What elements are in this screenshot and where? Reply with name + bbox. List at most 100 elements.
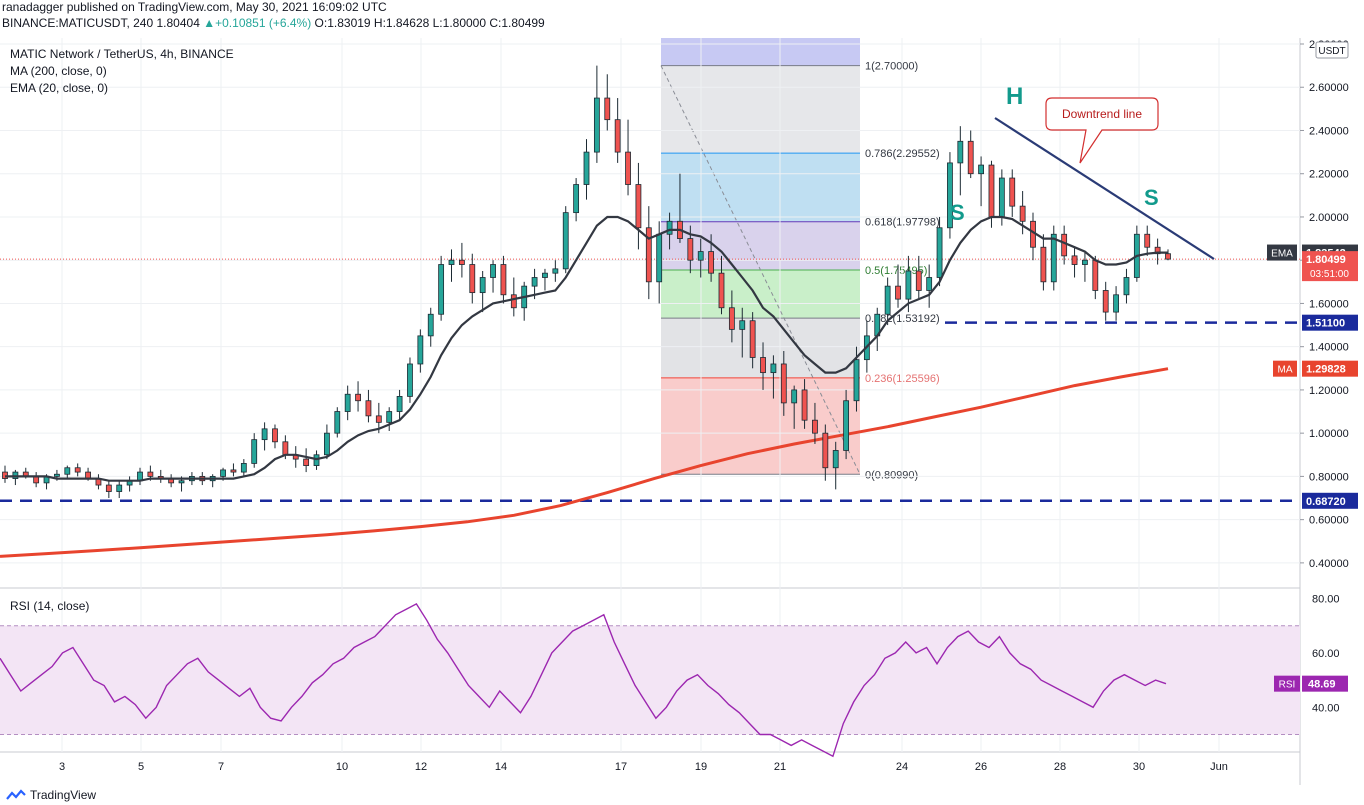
candle-body <box>770 363 777 374</box>
fib-band <box>661 377 860 475</box>
candle <box>105 480 112 499</box>
candle-body <box>656 233 663 283</box>
rsi-value-bg <box>1302 675 1348 692</box>
candle-body <box>1050 233 1057 283</box>
candle <box>1030 212 1036 261</box>
candle <box>324 424 330 460</box>
time-tick-label: 30 <box>1133 761 1145 773</box>
candle-body <box>64 467 71 475</box>
candle-body <box>915 270 922 291</box>
candle-body <box>708 251 715 274</box>
candle <box>791 385 798 429</box>
price-chart[interactable]: 1(2.70000)0.786(2.29552)0.618(1.97798)0.… <box>0 0 1364 785</box>
candle-body <box>116 484 123 492</box>
candle-body <box>324 432 330 456</box>
candle <box>396 389 403 421</box>
candle-body <box>801 389 808 421</box>
candle <box>614 98 621 163</box>
ohlc-values: O:1.83019 H:1.84628 L:1.80000 C:1.80499 <box>314 16 545 30</box>
candle <box>770 355 777 399</box>
candle <box>64 465 71 479</box>
candle <box>812 402 818 444</box>
candle-body <box>957 140 964 164</box>
candle-body <box>417 335 424 365</box>
candle <box>542 268 548 291</box>
candle-body <box>583 151 590 185</box>
candle <box>1082 251 1088 282</box>
candle-body <box>479 277 486 294</box>
candle <box>1050 225 1057 291</box>
candle-body <box>427 313 434 337</box>
candle <box>126 476 133 492</box>
rsi-tick-label: 80.00 <box>1312 594 1340 606</box>
candle <box>458 242 465 278</box>
candle <box>490 260 496 293</box>
candle <box>417 329 424 373</box>
legend: MATIC Network / TetherUS, 4h, BINANCE MA… <box>10 47 234 613</box>
price-tick-label: 2.00000 <box>1309 212 1349 224</box>
ema-legend: EMA (20, close, 0) <box>10 81 108 95</box>
candle <box>884 277 891 326</box>
fib-band <box>661 65 860 154</box>
candle <box>303 448 310 473</box>
candle-body <box>791 389 798 404</box>
price-label-text: 1.80499 <box>1306 254 1346 266</box>
price-tick-label: 1.00000 <box>1309 428 1349 440</box>
fib-level-label: 0.5(1.75495) <box>865 265 927 277</box>
candle <box>1165 249 1171 261</box>
rsi-band <box>0 625 1300 735</box>
price-tick-label: 2.60000 <box>1309 82 1349 94</box>
price-tick-label: 0.40000 <box>1309 558 1349 570</box>
candle <box>936 216 943 287</box>
candle <box>843 389 849 460</box>
candle <box>593 65 600 163</box>
time-tick-label: 14 <box>495 761 507 773</box>
trendline[interactable] <box>994 117 1215 260</box>
price-label-bg <box>1302 251 1358 282</box>
candle-body <box>1082 259 1088 265</box>
candle <box>230 463 237 477</box>
candle-body <box>74 467 81 473</box>
candle <box>583 139 590 200</box>
axes: 2.800002.600002.400002.200002.000001.800… <box>59 39 1358 773</box>
candle <box>1144 225 1151 256</box>
candle-body <box>728 307 735 330</box>
ma200-path <box>0 367 1169 558</box>
candle <box>801 379 808 429</box>
candle <box>438 255 445 321</box>
candle-body <box>458 259 465 265</box>
candle <box>521 281 528 321</box>
candle-body <box>895 285 901 300</box>
candle <box>978 156 984 207</box>
downtrend-line <box>994 117 1215 260</box>
price-change: +0.10851 (+6.4%) <box>215 16 312 30</box>
horizontal-levels[interactable] <box>0 258 1300 503</box>
candle-body <box>105 484 112 492</box>
candle-body <box>1165 253 1171 260</box>
fib-band <box>661 153 860 222</box>
candle <box>915 255 922 300</box>
price-label-text: 1.29828 <box>1306 364 1346 376</box>
series-tag-text: MA <box>1278 365 1293 376</box>
fibonacci-retracement[interactable]: 1(2.70000)0.786(2.29552)0.618(1.97798)0.… <box>660 38 940 481</box>
candle <box>645 206 652 300</box>
candle-body <box>843 400 849 451</box>
candle <box>33 472 40 488</box>
annotations: H S S Downtrend line <box>950 83 1159 225</box>
candle <box>1019 191 1026 235</box>
candle-body <box>375 415 382 423</box>
candle-body <box>1040 246 1047 283</box>
tradingview-logo[interactable]: TradingView <box>6 788 96 802</box>
candle-body <box>531 277 538 287</box>
candle-body <box>573 184 580 214</box>
candle <box>947 152 953 239</box>
candle-body <box>625 151 631 185</box>
candle-body <box>1061 233 1068 257</box>
time-tick-label: 7 <box>218 761 224 773</box>
candle <box>292 446 299 468</box>
series-tag <box>1267 244 1297 261</box>
candle <box>1102 281 1109 321</box>
candle-body <box>697 251 704 261</box>
candle <box>386 407 393 431</box>
symbol-line: BINANCE:MATICUSDT, 240 1.80404 ▲+0.10851… <box>2 16 545 30</box>
